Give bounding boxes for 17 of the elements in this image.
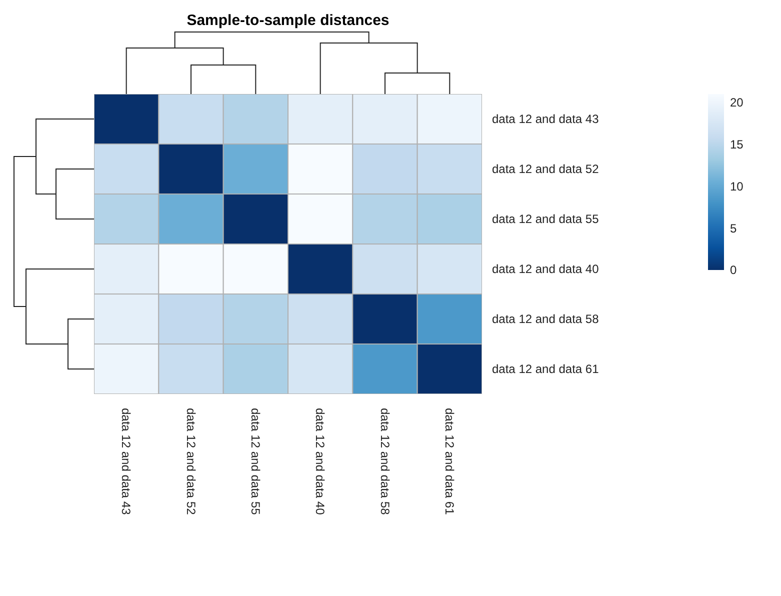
y-tick-label: data 12 and data 52	[492, 162, 600, 176]
y-tick-label: data 12 and data 40	[492, 262, 600, 276]
color-bar-label: 10	[730, 179, 744, 194]
color-bar-label: 5	[730, 221, 737, 236]
y-tick-label: data 12 and data 58	[492, 312, 600, 326]
x-tick-label: data 12 and data 52	[184, 408, 198, 516]
y-tick-label: data 12 and data 61	[492, 362, 600, 376]
color-bar-label: 0	[730, 263, 737, 278]
y-tick-label: data 12 and data 43	[492, 112, 600, 126]
chart-title: Sample-to-sample distances	[186, 12, 390, 29]
color-bar-label: 15	[730, 137, 744, 152]
x-tick-label: data 12 and data 55	[248, 408, 262, 516]
x-tick-label: data 12 and data 58	[378, 408, 392, 516]
x-tick-label: data 12 and data 40	[313, 408, 328, 516]
color-bar-label: 20	[730, 96, 744, 110]
x-tick-label: data 12 and data 43	[119, 408, 134, 516]
y-tick-label: data 12 and data 55	[492, 212, 600, 226]
